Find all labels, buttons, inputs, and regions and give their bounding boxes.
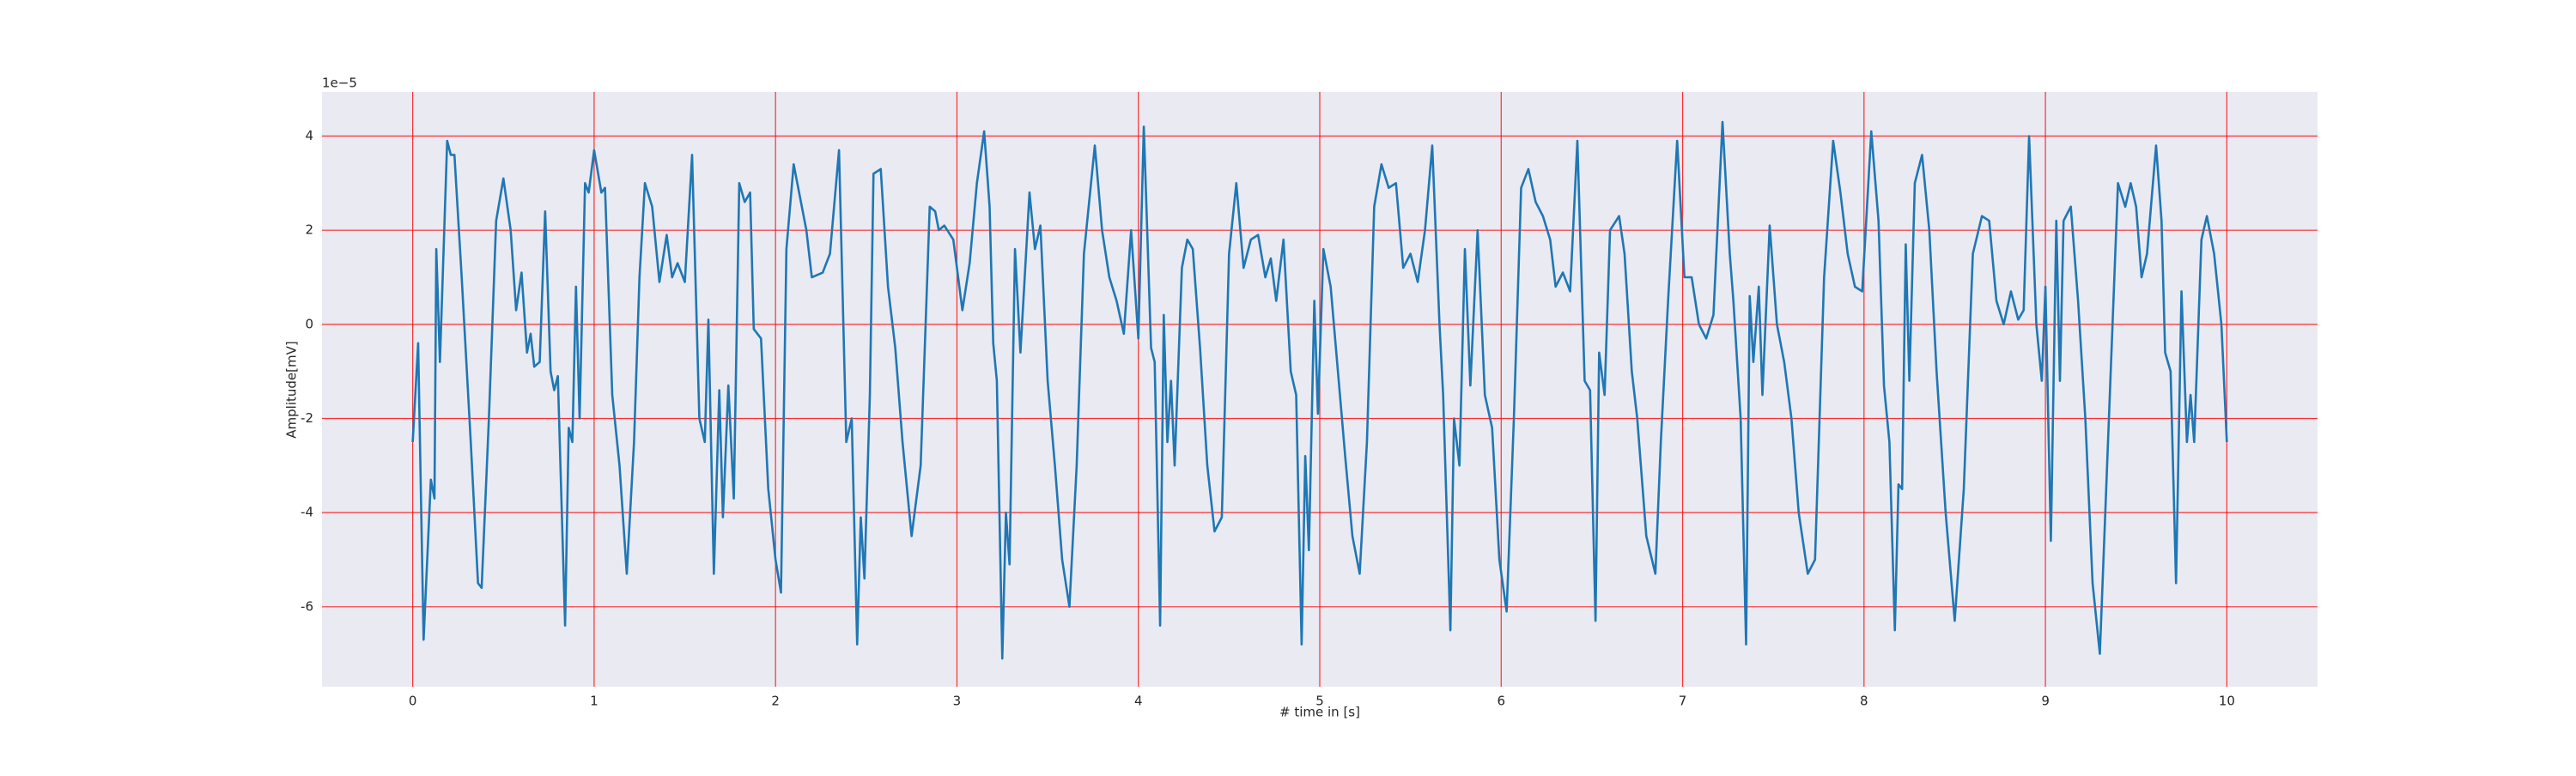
x-tick-label: 7 bbox=[1679, 694, 1687, 709]
y-tick-label: -6 bbox=[301, 598, 313, 614]
x-tick-label: 10 bbox=[2219, 694, 2235, 709]
x-tick-label: 5 bbox=[1315, 694, 1324, 709]
x-axis-label: # time in [s] bbox=[1279, 705, 1360, 720]
y-tick-label: -2 bbox=[301, 410, 313, 426]
y-tick-label: -4 bbox=[301, 505, 313, 520]
x-tick-label: 2 bbox=[771, 694, 780, 709]
offset-text: 1e−5 bbox=[322, 76, 357, 91]
y-tick-label: 4 bbox=[305, 128, 313, 143]
x-tick-label: 0 bbox=[409, 694, 417, 709]
x-tick-label: 3 bbox=[953, 694, 962, 709]
x-tick-label: 9 bbox=[2041, 694, 2050, 709]
signal-line bbox=[411, 120, 2228, 660]
y-axis-label: Amplitude[mV] bbox=[284, 341, 300, 438]
x-tick-label: 6 bbox=[1497, 694, 1505, 709]
x-tick-label: 1 bbox=[590, 694, 598, 709]
x-tick-label: 8 bbox=[1860, 694, 1868, 709]
x-tick-label: 4 bbox=[1134, 694, 1143, 709]
y-tick-label: 0 bbox=[305, 316, 313, 331]
y-tick-label: 2 bbox=[305, 222, 313, 238]
